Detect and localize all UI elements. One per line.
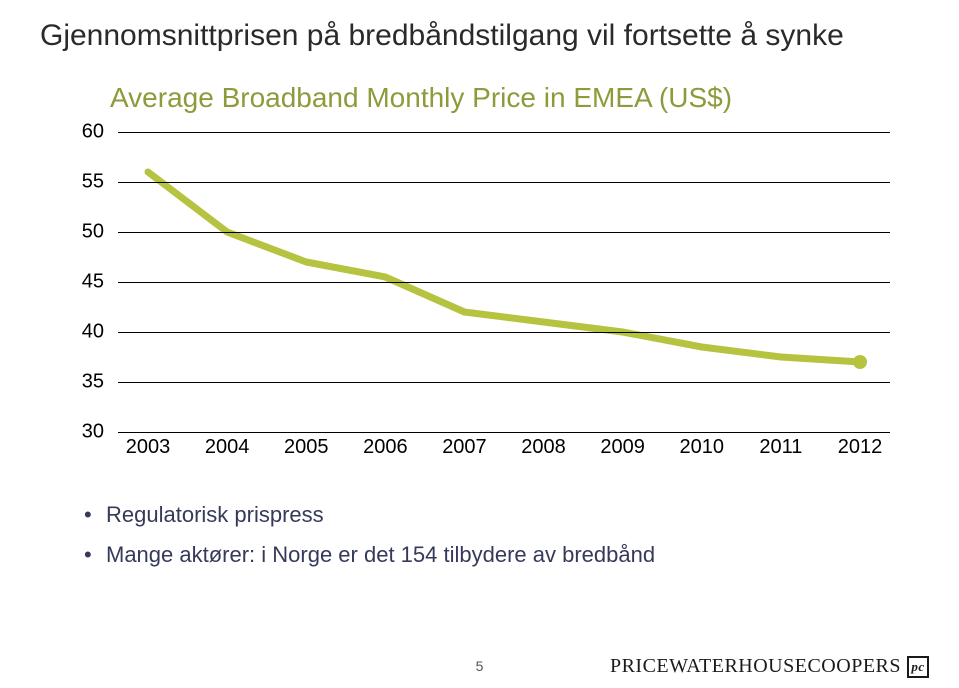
x-tick-label: 2005: [284, 436, 329, 459]
slide: Gjennomsnittprisen på bredbåndstilgang v…: [0, 0, 959, 688]
gridline: [118, 232, 890, 233]
plot-area: [118, 132, 890, 432]
y-tick-label: 30: [82, 421, 104, 444]
x-tick-label: 2009: [600, 436, 645, 459]
bullet-list: Regulatorisk prispress Mange aktører: i …: [84, 502, 919, 568]
x-axis-labels: 2003 2004 2005 2006 2007 2008 2009 2010 2011 2012: [118, 436, 890, 462]
x-tick-label: 2012: [838, 436, 883, 459]
price-line: [148, 172, 860, 362]
logo-text: PRICEWATERHOUSECOOPERS: [610, 655, 901, 678]
y-tick-label: 50: [82, 221, 104, 244]
chart: 30354045505560 2003200420052006200720082…: [70, 132, 890, 462]
y-tick-label: 40: [82, 321, 104, 344]
y-tick-label: 35: [82, 371, 104, 394]
x-tick-label: 2003: [126, 436, 171, 459]
slide-title: Gjennomsnittprisen på bredbåndstilgang v…: [40, 18, 919, 54]
y-tick-label: 55: [82, 171, 104, 194]
bullet-item: Regulatorisk prispress: [84, 502, 919, 528]
gridline: [118, 132, 890, 133]
y-tick-label: 45: [82, 271, 104, 294]
gridline: [118, 332, 890, 333]
y-axis-labels: 30354045505560: [70, 132, 110, 462]
pwc-logo: PRICEWATERHOUSECOOPERS pc: [610, 655, 929, 678]
x-tick-label: 2004: [205, 436, 250, 459]
bullet-item: Mange aktører: i Norge er det 154 tilbyd…: [84, 542, 919, 568]
gridline: [118, 282, 890, 283]
gridline: [118, 432, 890, 433]
gridline: [118, 382, 890, 383]
x-tick-label: 2010: [680, 436, 725, 459]
gridline: [118, 182, 890, 183]
y-tick-label: 60: [82, 121, 104, 144]
x-tick-label: 2008: [521, 436, 566, 459]
page-number: 5: [476, 658, 484, 674]
x-tick-label: 2007: [442, 436, 487, 459]
x-tick-label: 2006: [363, 436, 408, 459]
end-marker-icon: [853, 355, 867, 369]
logo-mark-icon: pc: [907, 656, 929, 678]
x-tick-label: 2011: [759, 436, 802, 459]
chart-title: Average Broadband Monthly Price in EMEA …: [110, 82, 919, 114]
